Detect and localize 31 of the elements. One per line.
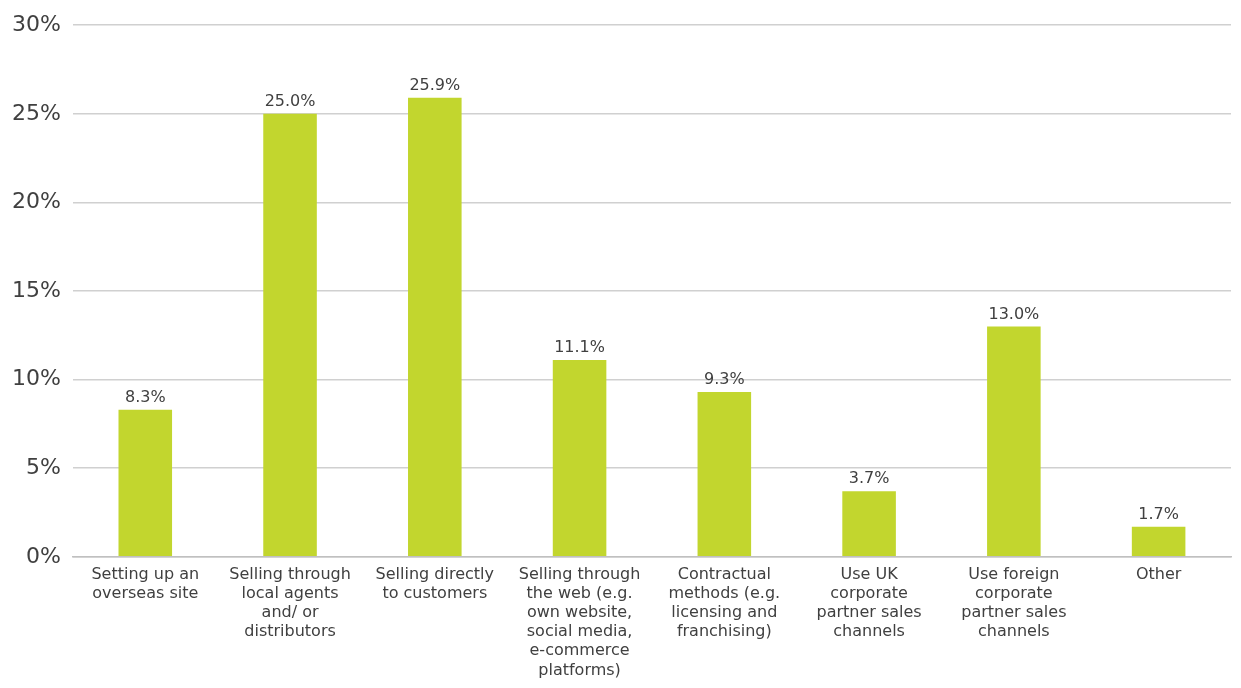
data-label: 8.3% [124, 386, 166, 406]
x-tick-label: Setting up an overseas site [91, 563, 200, 602]
x-tick-label: Selling through local agents and/ or distributors [229, 563, 351, 641]
x-tick-label: Selling through the web (e.g. own website, social media, e-commerce platforms) [518, 563, 641, 679]
bar [263, 113, 317, 557]
data-label: 9.3% [704, 369, 745, 389]
x-tick-label: Use UK corporate partner sales channels [816, 563, 922, 641]
bar [408, 97, 462, 557]
data-label: 25.0% [264, 90, 316, 110]
y-tick-label: 10% [11, 365, 61, 391]
bar [842, 491, 896, 557]
bar [987, 326, 1041, 557]
x-tick-label: Contractual methods (e.g. licensing and franchising) [668, 563, 781, 641]
data-label: 13.0% [988, 303, 1040, 323]
bar [118, 409, 173, 557]
bar [1131, 526, 1186, 557]
y-tick-label: 20% [11, 188, 61, 214]
y-tick-label: 15% [11, 276, 61, 302]
data-label: 3.7% [848, 468, 890, 488]
y-tick-label: 30% [11, 10, 61, 36]
x-tick-label: Other [1135, 563, 1182, 583]
x-tick-label: Selling directly to customers [375, 563, 494, 602]
data-label: 25.9% [409, 75, 461, 95]
data-label: 11.1% [554, 337, 605, 357]
y-tick-label: 0% [25, 542, 61, 568]
x-tick-label: Use foreign corporate partner sales channels [961, 563, 1067, 641]
bar [552, 360, 607, 557]
y-tick-label: 5% [25, 453, 61, 479]
y-tick-label: 25% [11, 99, 61, 125]
data-label: 1.7% [1138, 503, 1179, 523]
bar [697, 392, 752, 557]
